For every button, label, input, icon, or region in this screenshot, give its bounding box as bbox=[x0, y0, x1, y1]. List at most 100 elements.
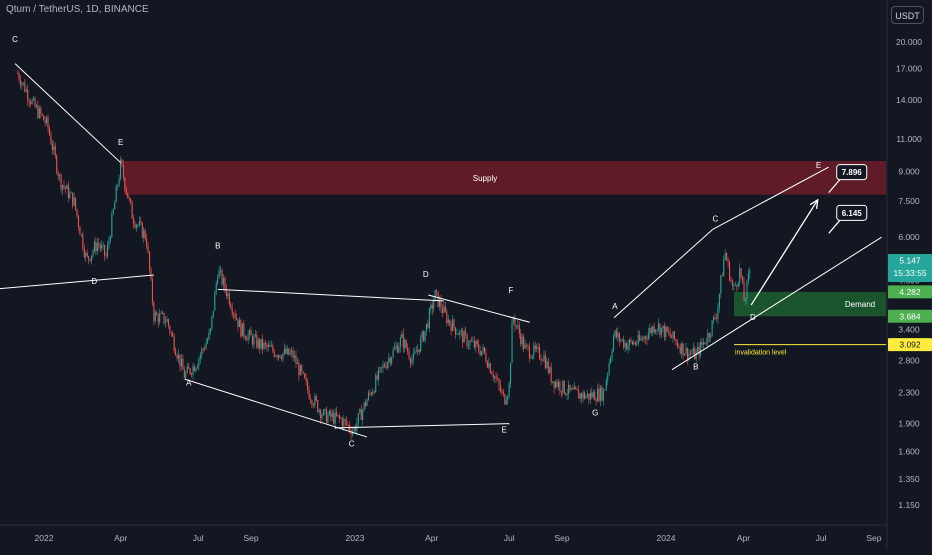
candle-body bbox=[388, 357, 390, 363]
candle-body bbox=[610, 357, 612, 364]
candle-body bbox=[675, 339, 677, 342]
candle-body bbox=[708, 333, 710, 338]
candle-body bbox=[552, 381, 554, 383]
candle-body bbox=[465, 331, 467, 335]
candle-body bbox=[124, 177, 126, 190]
candle-body bbox=[235, 317, 238, 320]
candle-body bbox=[57, 172, 59, 177]
candle-body bbox=[251, 335, 254, 345]
candle-body bbox=[101, 245, 103, 249]
candle-body bbox=[153, 302, 155, 321]
candle-body bbox=[221, 270, 223, 285]
candle-body bbox=[90, 255, 93, 262]
candle-body bbox=[334, 411, 336, 424]
wave-label-a: A bbox=[612, 302, 618, 311]
candle-body bbox=[344, 419, 346, 421]
candle-body bbox=[459, 330, 461, 335]
candle-body bbox=[524, 344, 526, 349]
wave-label-e: E bbox=[816, 161, 821, 170]
candle-body bbox=[76, 209, 78, 217]
candle-body bbox=[22, 82, 24, 84]
candle-body bbox=[566, 393, 568, 395]
candle-body bbox=[147, 246, 149, 252]
candle-body bbox=[536, 346, 538, 349]
candle-body bbox=[742, 276, 744, 282]
candle-body bbox=[598, 388, 600, 401]
candle-body bbox=[327, 415, 329, 423]
candle-body bbox=[527, 345, 529, 347]
candle-body bbox=[269, 344, 271, 347]
candle-body bbox=[256, 334, 258, 348]
candle-body bbox=[581, 393, 583, 399]
candle-body bbox=[37, 105, 39, 118]
candle-body bbox=[684, 353, 686, 356]
candle-body bbox=[309, 398, 312, 401]
candle-body bbox=[608, 363, 610, 374]
candle-body bbox=[96, 243, 98, 252]
candle-body bbox=[244, 335, 246, 339]
candle-body bbox=[312, 404, 314, 406]
candle-body bbox=[462, 330, 464, 343]
candle-body bbox=[412, 353, 414, 360]
candle-body bbox=[525, 344, 528, 346]
candle-body bbox=[423, 331, 425, 341]
candle-body bbox=[286, 348, 288, 354]
candle-body bbox=[82, 234, 84, 249]
candle-body bbox=[655, 329, 657, 333]
candle-body bbox=[240, 320, 242, 337]
candle-body bbox=[177, 354, 180, 359]
candle-body bbox=[73, 197, 75, 206]
candle-body bbox=[220, 270, 222, 271]
candle-body bbox=[89, 259, 91, 262]
currency-button[interactable]: USDT bbox=[891, 6, 924, 24]
candle-body bbox=[373, 391, 375, 393]
candle-body bbox=[218, 270, 220, 279]
candle-body bbox=[191, 373, 193, 375]
candle-body bbox=[180, 358, 182, 367]
candle-body bbox=[179, 354, 181, 367]
candle-body bbox=[257, 339, 259, 348]
candle-body bbox=[247, 334, 249, 341]
candle-body bbox=[740, 268, 742, 277]
candle-body bbox=[578, 390, 580, 399]
candle-body bbox=[34, 98, 36, 107]
candle-body bbox=[586, 393, 588, 397]
candle-body bbox=[720, 275, 722, 294]
candle-body bbox=[704, 342, 706, 344]
candle-body bbox=[447, 319, 449, 324]
candle-body bbox=[576, 389, 578, 391]
candle-body bbox=[150, 269, 152, 280]
candle-body bbox=[38, 107, 40, 118]
candle-body bbox=[478, 343, 480, 351]
candle-body bbox=[689, 353, 691, 355]
candle-body bbox=[626, 343, 628, 350]
zone-label-demand: Demand bbox=[845, 300, 875, 309]
candle-body bbox=[588, 393, 590, 400]
candle-body bbox=[499, 385, 501, 392]
candle-body bbox=[380, 367, 383, 369]
candle-body bbox=[228, 293, 230, 305]
candle-body bbox=[646, 338, 648, 340]
candle-body bbox=[264, 342, 267, 345]
candle-body bbox=[475, 340, 477, 348]
candle-body bbox=[259, 339, 261, 349]
candle-body bbox=[222, 278, 225, 285]
candle-body bbox=[498, 379, 500, 386]
candle-body bbox=[473, 340, 475, 348]
candle-body bbox=[682, 343, 684, 356]
candle-body bbox=[402, 333, 404, 348]
candle-body bbox=[208, 332, 210, 340]
candle-body bbox=[731, 280, 733, 286]
candle-body bbox=[314, 396, 316, 406]
candle-body bbox=[621, 339, 623, 341]
candle-body bbox=[434, 290, 436, 302]
candle-body bbox=[338, 415, 341, 418]
candle-body bbox=[164, 321, 167, 323]
candle-body bbox=[436, 290, 438, 292]
candle-body bbox=[699, 342, 702, 356]
candle-body bbox=[378, 369, 380, 380]
candle-body bbox=[679, 347, 681, 354]
candle-body bbox=[391, 357, 393, 364]
